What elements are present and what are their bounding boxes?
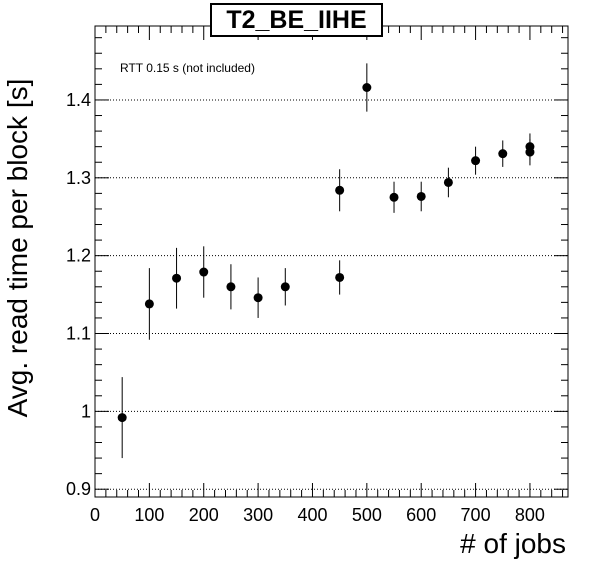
data-point (443, 177, 453, 187)
x-tick-label: 500 (352, 505, 382, 525)
x-tick-label: 400 (297, 505, 327, 525)
chart-annotation: RTT 0.15 s (not included) (120, 61, 255, 75)
x-axis-label: # of jobs (460, 528, 566, 559)
y-tick-label: 0.9 (66, 479, 91, 499)
data-point (144, 299, 154, 309)
data-point (226, 282, 236, 292)
data-point (335, 185, 345, 195)
data-point (525, 147, 535, 157)
data-point (498, 149, 508, 159)
x-tick-label: 600 (406, 505, 436, 525)
data-point (335, 272, 345, 282)
data-point (199, 267, 209, 277)
data-layer (117, 63, 535, 459)
data-point (172, 273, 182, 283)
y-tick-label: 1.2 (66, 246, 91, 266)
x-tick-label: 200 (189, 505, 219, 525)
x-tick-label: 800 (515, 505, 545, 525)
y-tick-label: 1.3 (66, 168, 91, 188)
y-tick-label: 1.4 (66, 90, 91, 110)
x-tick-label: 100 (134, 505, 164, 525)
axis-layer: 0.9 1 1.1 1.2 1.3 1.4 0 100 200 300 400 500 600 700 80… (66, 25, 569, 525)
data-point (253, 293, 263, 303)
chart-title: T2_BE_IIHE (210, 3, 383, 37)
y-tick-label: 1.1 (66, 324, 91, 344)
data-point (280, 282, 290, 292)
data-point (117, 413, 127, 423)
data-point (389, 192, 399, 202)
y-axis-label: Avg. read time per block [s] (2, 78, 33, 418)
plot-frame (94, 25, 569, 498)
grid-layer (95, 99, 568, 490)
x-tick-label: 0 (90, 505, 100, 525)
data-point (416, 191, 426, 201)
data-point (362, 83, 372, 93)
y-tick-label: 1 (81, 401, 91, 421)
x-tick-label: 700 (461, 505, 491, 525)
data-point (471, 156, 481, 166)
x-tick-label: 300 (243, 505, 273, 525)
